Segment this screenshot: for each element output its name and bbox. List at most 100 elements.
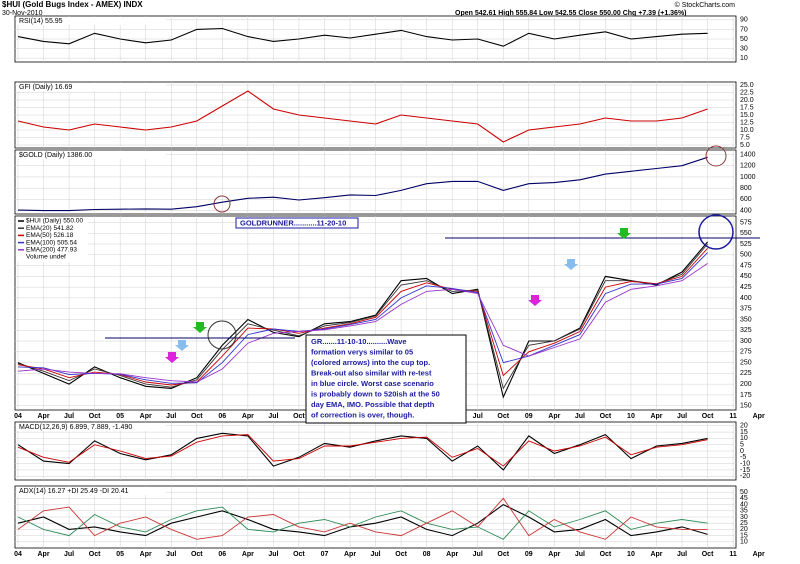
legend-label: $HUI (Daily) 550.00 — [26, 218, 83, 225]
y-tick-label: 22.5 — [740, 89, 754, 96]
x-tick-label: Oct — [293, 551, 305, 558]
circle — [705, 145, 727, 167]
y-tick-label: 70 — [740, 26, 748, 33]
page-date: 30-Nov-2010 — [2, 10, 43, 17]
y-tick-label: 30 — [740, 514, 748, 521]
y-tick-label: 15 — [740, 429, 748, 436]
y-tick-label: 10 — [740, 539, 748, 546]
x-tick-label: Oct — [702, 413, 714, 420]
panel-title: MACD(12,26,9) 6.899, 7.889, -1.490 — [19, 424, 132, 431]
x-tick-label: 08 — [423, 551, 431, 558]
y-tick-label: 10 — [740, 435, 748, 442]
y-tick-label: 325 — [740, 327, 752, 334]
x-tick-label: Jul — [473, 413, 483, 420]
y-tick-label: 225 — [740, 370, 752, 377]
series-line — [17, 247, 708, 386]
title-bg — [16, 151, 166, 159]
x-tick-label: Apr — [242, 551, 254, 558]
y-tick-label: 20.0 — [740, 97, 754, 104]
x-tick-label: 05 — [116, 551, 124, 558]
source: © StockCharts.com — [675, 1, 736, 9]
x-tick-label: Jul — [268, 413, 278, 420]
note-line: formation verys similar to 05 — [311, 347, 413, 356]
x-tick-label: 05 — [116, 413, 124, 420]
x-tick-label: Apr — [753, 413, 765, 420]
y-tick-label: 300 — [740, 338, 752, 345]
arrow — [617, 228, 631, 239]
note-line: is probably down to 520ish at the 50 — [311, 389, 440, 398]
y-tick-label: 25 — [740, 520, 748, 527]
series-line — [17, 506, 708, 540]
y-tick-label: 40 — [740, 501, 748, 508]
x-tick-label: 10 — [627, 413, 635, 420]
y-tick-label: 50 — [740, 489, 748, 496]
y-tick-label: 600 — [740, 196, 752, 203]
x-tick-label: 11 — [729, 551, 737, 558]
arrow — [165, 352, 179, 363]
x-tick-label: Jul — [677, 551, 687, 558]
x-tick-label: Apr — [548, 551, 560, 558]
note-line: (colored arrows) into the cup top. — [311, 358, 430, 367]
panel-title: GFI (Daily) 16.69 — [19, 84, 72, 91]
y-tick-label: 30 — [740, 45, 748, 52]
panel-title: ADX(14) 16.27 +DI 25.49 -DI 20.41 — [19, 488, 129, 495]
legend-label: EMA(200) 477.93 — [26, 247, 77, 254]
y-tick-label: 15 — [740, 532, 748, 539]
x-tick-label: 10 — [627, 551, 635, 558]
legend-label: EMA(20) 541.82 — [26, 225, 74, 232]
arrow — [175, 340, 189, 351]
note-line: Break-out also similar with re-test — [311, 368, 432, 377]
x-tick-label: Apr — [140, 413, 152, 420]
y-tick-label: 1200 — [740, 163, 756, 170]
y-tick-label: 5 — [740, 442, 744, 449]
y-tick-label: 17.5 — [740, 104, 754, 111]
y-tick-label: -5 — [740, 454, 746, 461]
y-tick-label: 0 — [740, 448, 744, 455]
y-tick-label: 150 — [740, 403, 752, 410]
arrow — [528, 295, 542, 306]
x-tick-label: Oct — [600, 551, 612, 558]
series-line — [17, 243, 708, 390]
y-tick-label: 200 — [740, 381, 752, 388]
y-tick-label: 550 — [740, 230, 752, 237]
x-tick-label: Jul — [64, 413, 74, 420]
y-tick-label: 450 — [740, 273, 752, 280]
x-tick-label: Jul — [166, 551, 176, 558]
x-tick-label: Apr — [344, 551, 356, 558]
legend-label: EMA(100) 505.54 — [26, 239, 77, 246]
x-tick-label: Jul — [370, 551, 380, 558]
x-tick-label: Oct — [702, 551, 714, 558]
series-line — [17, 241, 709, 399]
x-tick-label: Oct — [600, 413, 612, 420]
x-tick-label: 06 — [218, 413, 226, 420]
x-tick-label: Oct — [497, 551, 509, 558]
x-tick-label: Apr — [753, 551, 765, 558]
x-tick-label: 06 — [218, 551, 226, 558]
y-tick-label: 25.0 — [740, 82, 754, 89]
x-tick-label: Oct — [293, 413, 305, 420]
panel-title: RSI(14) 55.95 — [19, 18, 63, 25]
x-tick-label: Apr — [650, 551, 662, 558]
legend-label: Volume undef — [26, 254, 66, 261]
series-line — [17, 156, 708, 212]
series-line — [17, 90, 708, 143]
x-tick-label: Apr — [38, 551, 50, 558]
circle — [698, 214, 734, 250]
x-tick-label: Jul — [268, 551, 278, 558]
x-tick-label: Jul — [473, 551, 483, 558]
y-tick-label: 475 — [740, 262, 752, 269]
x-tick-label: 09 — [525, 551, 533, 558]
y-tick-label: 35 — [740, 508, 748, 515]
y-tick-label: 50 — [740, 36, 748, 43]
x-tick-label: Oct — [191, 551, 203, 558]
x-tick-label: Apr — [38, 413, 50, 420]
x-tick-label: Oct — [89, 551, 101, 558]
y-tick-label: 45 — [740, 495, 748, 502]
y-tick-label: 275 — [740, 349, 752, 356]
y-tick-label: 425 — [740, 284, 752, 291]
x-tick-label: Apr — [650, 413, 662, 420]
x-tick-label: 09 — [525, 413, 533, 420]
x-tick-label: 04 — [14, 413, 22, 420]
x-tick-label: 07 — [321, 551, 329, 558]
